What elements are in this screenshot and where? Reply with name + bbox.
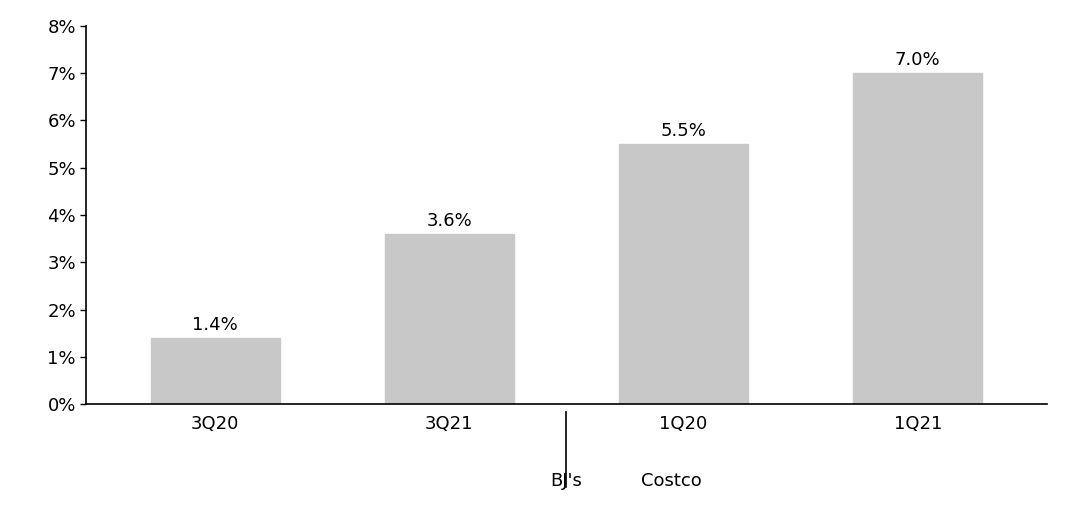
Bar <box>853 73 982 404</box>
Text: 1.4%: 1.4% <box>192 316 238 334</box>
Text: Costco: Costco <box>642 472 702 490</box>
Text: BJ's: BJ's <box>550 472 583 490</box>
Text: 3.6%: 3.6% <box>426 212 473 230</box>
Bar <box>385 234 514 404</box>
Bar <box>619 144 748 404</box>
Text: 5.5%: 5.5% <box>660 122 707 140</box>
Text: 7.0%: 7.0% <box>894 51 941 69</box>
Bar <box>151 338 279 404</box>
